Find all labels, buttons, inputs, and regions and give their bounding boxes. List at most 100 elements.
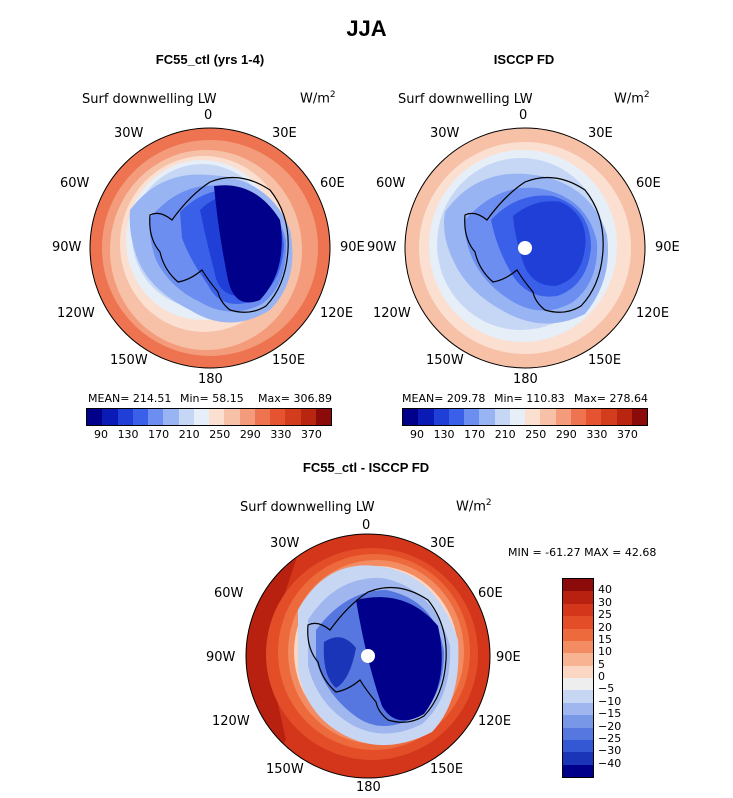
p1-lon-90e: 90E <box>340 240 365 255</box>
colorbar-swatch <box>494 409 510 425</box>
colorbar-swatch <box>448 409 464 425</box>
p3-lon-120e: 120E <box>478 714 512 729</box>
p2-lon-150e: 150E <box>588 353 622 368</box>
p1-lon-180: 180 <box>198 372 223 387</box>
panel1-title: FC55_ctl (yrs 1-4) <box>155 52 265 67</box>
panel2-title: ISCCP FD <box>493 52 555 67</box>
panel1-variable: Surf downwelling LW <box>82 92 217 107</box>
colorbar-tick-label: −15 <box>598 707 622 721</box>
colorbar-tick-label: 370 <box>300 428 322 441</box>
colorbar-tick-label: 20 <box>598 620 612 634</box>
colorbar-tick-label: 170 <box>148 428 170 441</box>
colorbar-swatch <box>570 409 586 425</box>
colorbar-tick-label: 370 <box>616 428 638 441</box>
panel2-map <box>404 127 646 369</box>
p2-lon-60e: 60E <box>636 176 661 191</box>
colorbar-tick-label: −20 <box>598 719 622 733</box>
p1-lon-60e: 60E <box>320 176 345 191</box>
colorbar-swatch <box>555 409 571 425</box>
colorbar-tick-label: −25 <box>598 731 622 745</box>
p1-lon-30w: 30W <box>114 126 144 141</box>
panel1-max: Max= 306.89 <box>258 392 332 405</box>
p1-lon-150w: 150W <box>110 353 148 368</box>
colorbar-swatch <box>563 715 593 728</box>
colorbar-swatch <box>563 727 593 740</box>
panel2-colorbar <box>402 408 648 426</box>
colorbar-tick-label: 250 <box>209 428 231 441</box>
colorbar-swatch <box>285 409 301 425</box>
p3-lon-0: 0 <box>362 518 371 533</box>
p3-lon-90e: 90E <box>496 650 521 665</box>
colorbar-tick-label: 40 <box>598 583 612 597</box>
p3-lon-30w: 30W <box>270 536 300 551</box>
colorbar-tick-label: 210 <box>494 428 516 441</box>
colorbar-swatch <box>148 409 164 425</box>
colorbar-swatch <box>563 616 593 629</box>
p1-lon-120e: 120E <box>320 306 354 321</box>
colorbar-swatch <box>403 409 419 425</box>
colorbar-tick-label: 0 <box>598 670 605 683</box>
panel3-variable: Surf downwelling LW <box>240 500 375 515</box>
p1-lon-150e: 150E <box>272 353 306 368</box>
colorbar-tick-label: 330 <box>586 428 608 441</box>
colorbar-tick-label: −5 <box>598 682 615 696</box>
colorbar-swatch <box>563 591 593 604</box>
colorbar-swatch <box>540 409 556 425</box>
panel2-colorbar-ticks: 90 130 170 210 250 290 330 370 <box>402 428 646 441</box>
panel2-mean: MEAN= 209.78 <box>402 392 486 405</box>
panel2-max: Max= 278.64 <box>574 392 648 405</box>
colorbar-swatch <box>178 409 194 425</box>
colorbar-swatch <box>563 579 593 592</box>
figure-title: JJA <box>346 16 387 41</box>
p2-lon-120w: 120W <box>373 306 411 321</box>
colorbar-swatch <box>563 628 593 641</box>
p1-lon-30e: 30E <box>272 126 297 141</box>
p2-lon-180: 180 <box>513 372 538 387</box>
colorbar-swatch <box>563 640 593 654</box>
colorbar-tick-label: 15 <box>598 632 612 646</box>
colorbar-swatch <box>586 409 602 425</box>
p2-lon-30w: 30W <box>430 126 460 141</box>
colorbar-tick-label: 25 <box>598 608 612 622</box>
p3-lon-180: 180 <box>356 780 381 795</box>
colorbar-swatch <box>563 690 593 703</box>
colorbar-tick-label: 290 <box>239 428 261 441</box>
colorbar-swatch <box>254 409 270 425</box>
colorbar-swatch <box>418 409 434 425</box>
p3-lon-150e: 150E <box>430 762 464 777</box>
p1-lon-90w: 90W <box>52 240 82 255</box>
colorbar-swatch <box>616 409 632 425</box>
p3-lon-90w: 90W <box>206 650 236 665</box>
p2-lon-90w: 90W <box>367 240 397 255</box>
panel1-min: Min= 58.15 <box>180 392 244 405</box>
colorbar-swatch <box>87 409 103 425</box>
p2-lon-0: 0 <box>519 108 528 123</box>
colorbar-swatch <box>563 739 593 753</box>
colorbar-tick-label: 130 <box>117 428 139 441</box>
colorbar-tick-label: 250 <box>525 428 547 441</box>
p3-lon-120w: 120W <box>212 714 250 729</box>
colorbar-tick-label: 10 <box>598 645 612 659</box>
colorbar-swatch <box>433 409 449 425</box>
p3-lon-60w: 60W <box>214 586 244 601</box>
colorbar-tick-label: 290 <box>555 428 577 441</box>
panel1-colorbar-ticks: 90 130 170 210 250 290 330 370 <box>86 428 330 441</box>
panel1-unit: W/m2 <box>300 90 336 107</box>
colorbar-swatch <box>117 409 133 425</box>
colorbar-tick-label: −10 <box>598 694 622 708</box>
p1-lon-0: 0 <box>204 108 213 123</box>
panel3-unit: W/m2 <box>456 498 492 515</box>
colorbar-tick-label: 130 <box>433 428 455 441</box>
colorbar-swatch <box>563 603 593 617</box>
colorbar-swatch <box>464 409 480 425</box>
panel3-map <box>245 533 491 779</box>
panel3-minmax: MIN = -61.27 MAX = 42.68 <box>508 546 657 559</box>
p2-lon-150w: 150W <box>426 353 464 368</box>
colorbar-tick-label: −40 <box>598 756 622 770</box>
colorbar-swatch <box>209 409 225 425</box>
colorbar-swatch <box>631 409 647 425</box>
p3-lon-60e: 60E <box>478 586 503 601</box>
panel2-unit: W/m2 <box>614 90 650 107</box>
panel1-colorbar <box>86 408 332 426</box>
p3-lon-150w: 150W <box>266 762 304 777</box>
